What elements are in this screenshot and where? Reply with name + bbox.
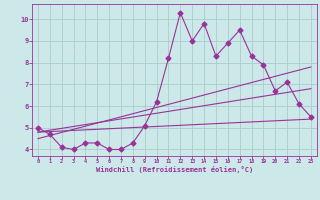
X-axis label: Windchill (Refroidissement éolien,°C): Windchill (Refroidissement éolien,°C) <box>96 166 253 173</box>
